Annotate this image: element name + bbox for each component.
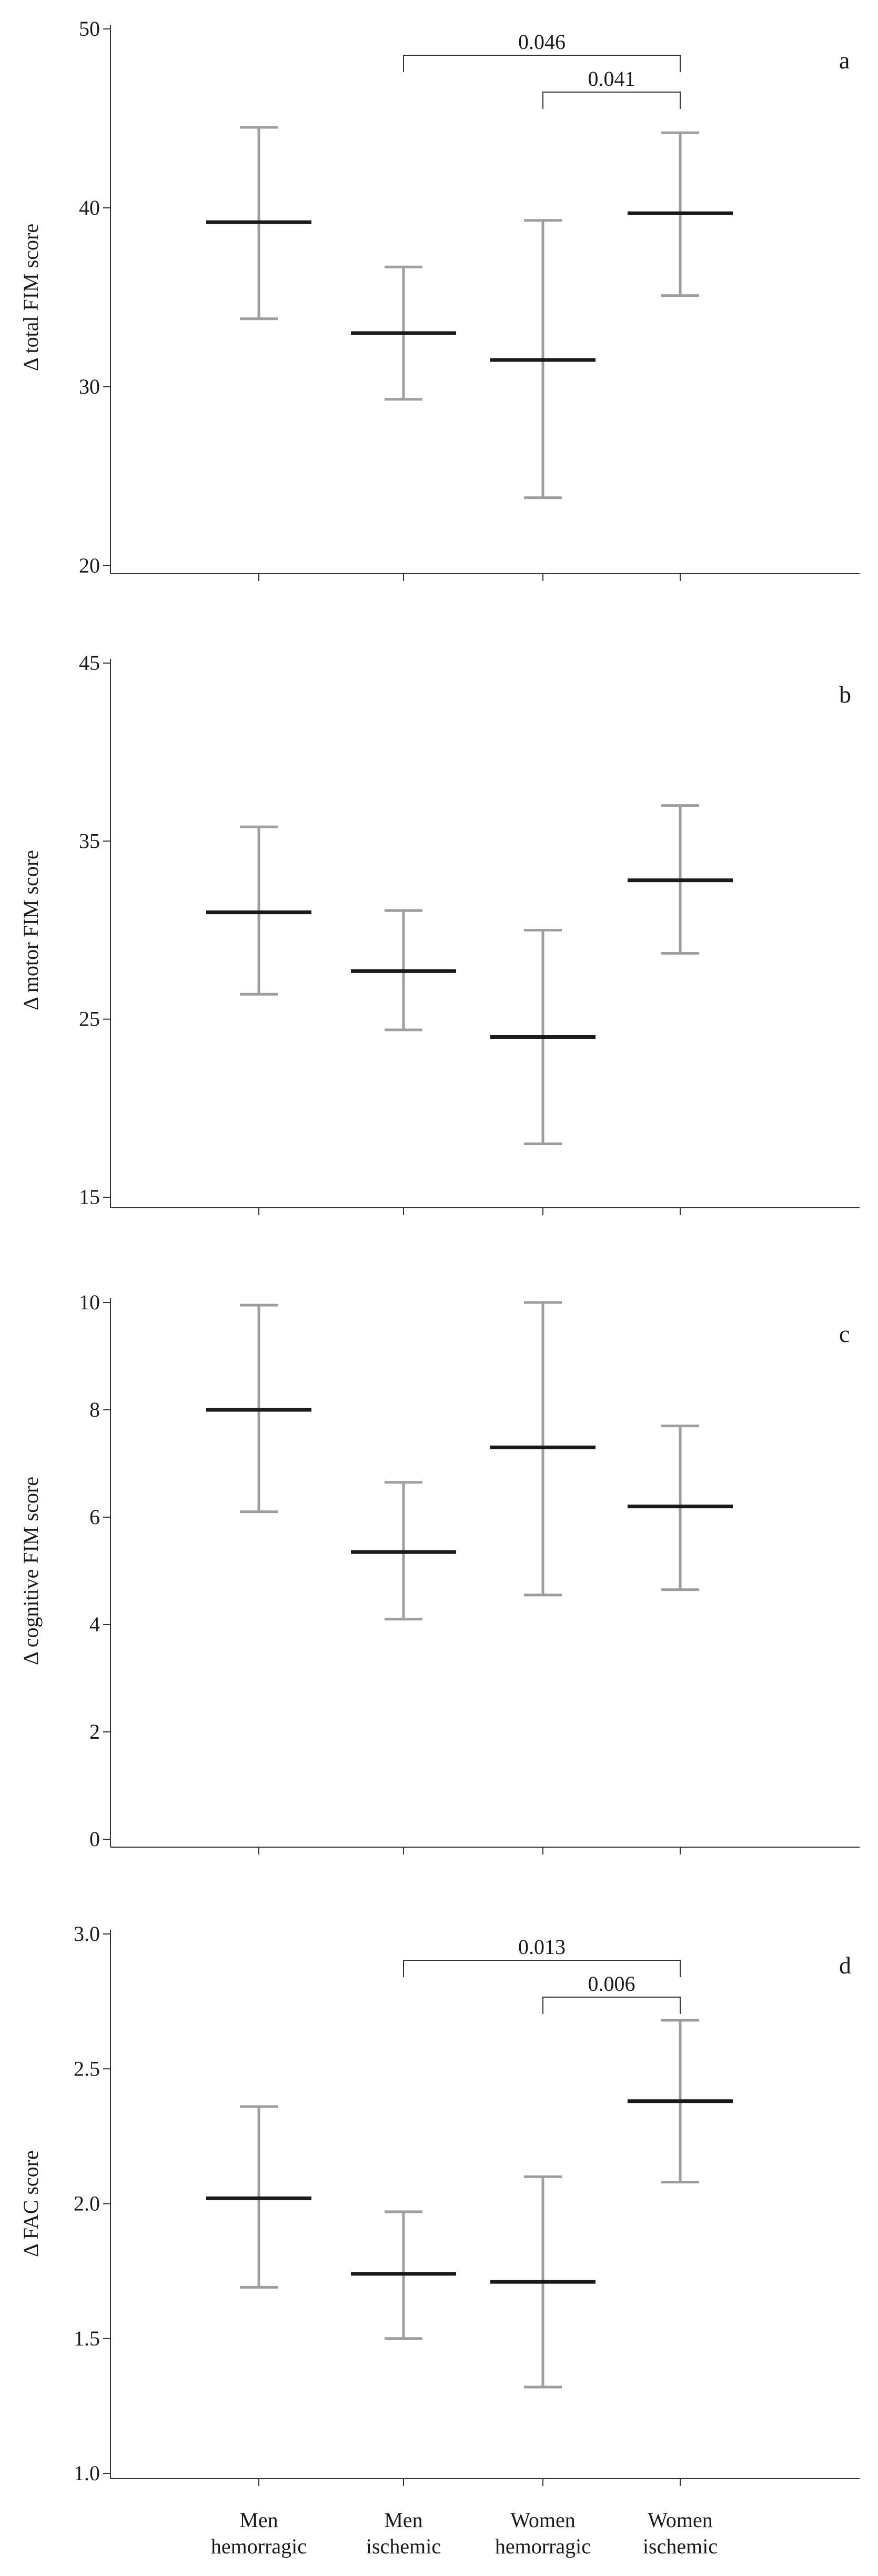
y-axis-title: Δ cognitive FIM score [19,1477,43,1665]
panel-c: 0 2 4 6 8 10 Δ cognitive FIM score c [19,1290,860,1855]
significance-bracket [403,55,681,72]
x-category-label-line1: Women [648,2508,712,2532]
x-category-label-line2: ischemic [643,2534,718,2558]
y-tick-label: 15 [79,1185,100,1209]
y-axis-title: Δ FAC score [19,2150,43,2257]
y-tick-label: 6 [89,1505,100,1529]
y-tick-label: 0 [89,1827,100,1851]
panel-d: 1.0 1.5 2.0 2.5 3.0 Δ FAC score d 0.013 0.006 [19,1922,860,2486]
y-axis-title: Δ motor FIM score [19,850,43,1010]
y-axis-title: Δ total FIM score [19,224,43,371]
significance-bracket [542,1997,681,2014]
panel-letter: d [839,1952,851,1979]
y-tick-label: 40 [79,196,100,219]
x-category-labels: MenhemorragicMenischemicWomenhemorragicW… [211,2508,718,2558]
y-tick-label: 1.5 [74,2327,100,2350]
y-tick-label: 2.5 [74,2057,100,2080]
p-value-label: 0.046 [518,30,566,54]
p-value-label: 0.041 [588,67,635,91]
panel-a: 20 30 40 50 Δ total FIM score a 0.046 0.041 [19,17,860,581]
y-tick-label: 35 [79,829,100,853]
panel-letter: a [839,47,850,74]
x-category-label-line1: Men [239,2508,278,2532]
p-value-label: 0.006 [588,1972,635,1996]
y-tick-label: 10 [79,1290,100,1314]
y-tick-label: 3.0 [74,1922,100,1946]
y-tick-label: 25 [79,1007,100,1031]
y-tick-label: 2 [89,1720,100,1743]
y-tick-label: 50 [79,17,100,41]
panel-b: 15 25 35 45 Δ motor FIM score b [19,651,860,1215]
x-category-label-line2: hemorragic [211,2534,307,2558]
x-category-label-line1: Women [510,2508,575,2532]
significance-bracket [403,1960,681,1977]
x-category-label-line2: hemorragic [495,2534,591,2558]
p-value-label: 0.013 [518,1935,566,1959]
y-tick-label: 45 [79,651,100,675]
y-tick-label: 2.0 [74,2192,100,2216]
significance-bracket [542,92,681,109]
x-category-label-line1: Men [384,2508,422,2532]
y-tick-label: 8 [89,1398,100,1421]
panel-letter: b [839,681,851,708]
y-tick-label: 20 [79,554,100,577]
x-category-label-line2: ischemic [366,2534,441,2558]
y-tick-label: 1.0 [74,2461,100,2485]
panel-letter: c [839,1320,850,1347]
y-tick-label: 4 [89,1612,100,1636]
y-tick-label: 30 [79,375,100,398]
